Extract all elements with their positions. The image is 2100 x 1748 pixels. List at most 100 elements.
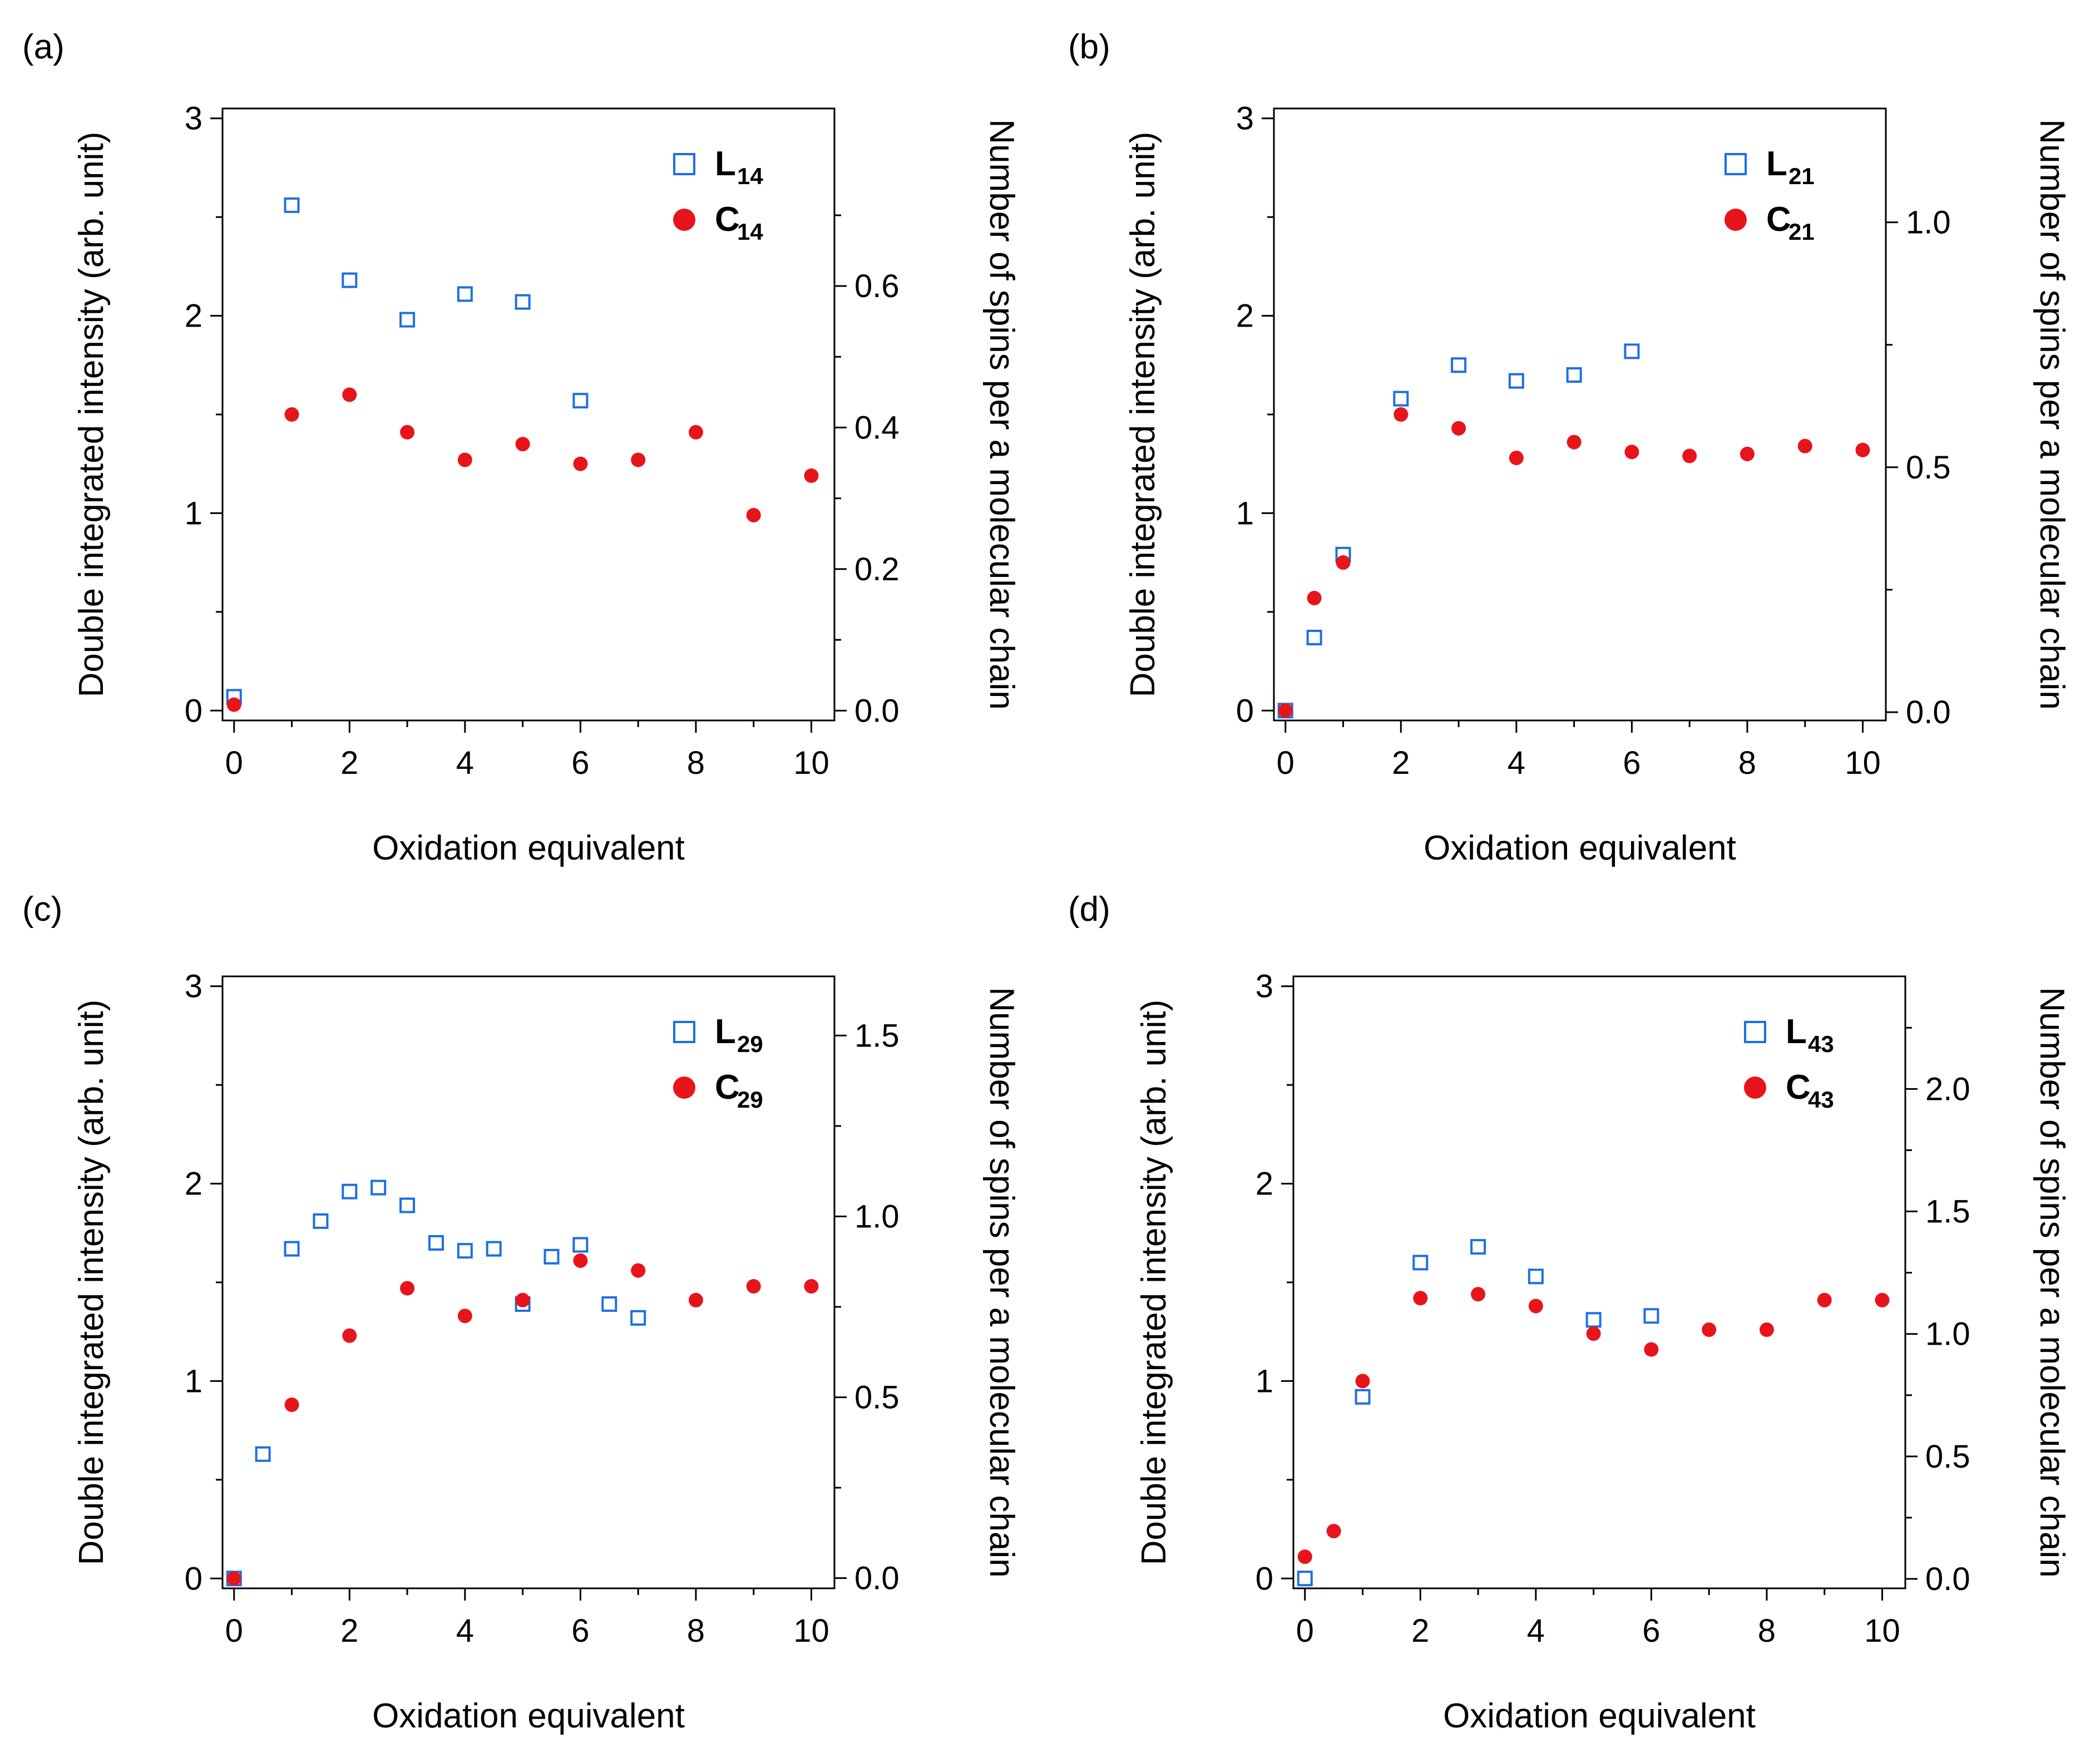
data-point-C <box>1355 1374 1370 1389</box>
data-point-L <box>1355 1389 1371 1405</box>
x-axis-title: Oxidation equivalent <box>372 1697 685 1735</box>
legend-label: L <box>715 145 736 183</box>
data-point-L <box>399 1197 416 1213</box>
x-tick-label: 8 <box>1758 1613 1776 1649</box>
chart-panel: (c) 0 2 4 6 8 10 0 1 2 3 0.0 0.5 1.0 1.5 Oxidation equi… <box>22 890 1021 1735</box>
data-point-L <box>543 1248 560 1265</box>
x-tick-label: 2 <box>340 745 358 781</box>
data-point-C <box>746 507 761 522</box>
data-point-L <box>313 1213 329 1229</box>
data-point-C <box>1817 1292 1832 1307</box>
data-point-C <box>1336 555 1351 570</box>
x-tick-label: 10 <box>793 1613 829 1649</box>
y2-axis-title: Number of spins per a molecular chain <box>982 987 1021 1577</box>
y-tick-label: 0 <box>1256 1561 1273 1597</box>
data-point-C <box>1740 446 1755 461</box>
y-tick-label: 1 <box>1256 1363 1273 1399</box>
x-tick-label: 6 <box>1623 745 1641 781</box>
data-point-C <box>284 1398 299 1412</box>
legend-marker-L <box>673 153 695 175</box>
legend-subscript: 43 <box>1808 1087 1834 1113</box>
data-point-C <box>1875 1292 1890 1307</box>
y2-tick-label: 0.0 <box>854 693 900 729</box>
data-point-C <box>342 387 357 402</box>
legend-label: C <box>715 1068 740 1107</box>
data-point-L <box>457 286 473 302</box>
data-point-L <box>1470 1239 1486 1255</box>
legend-label: C <box>1786 1068 1811 1107</box>
data-point-C <box>1471 1287 1486 1302</box>
data-point-C <box>1451 421 1466 436</box>
x-tick-label: 0 <box>1296 1613 1314 1649</box>
data-point-C <box>1624 445 1639 460</box>
data-point-L <box>342 272 358 288</box>
y2-tick-label: 1.5 <box>854 1018 900 1054</box>
data-point-C <box>631 1263 646 1278</box>
legend-subscript: 21 <box>1788 219 1815 245</box>
data-point-L <box>284 197 300 213</box>
data-point-C <box>515 1292 530 1307</box>
data-point-C <box>1855 442 1870 457</box>
y2-axis-title: Number of spins per a molecular chain <box>2033 987 2071 1577</box>
legend-marker-L <box>1744 1021 1766 1043</box>
y2-tick-label: 0.2 <box>854 551 900 587</box>
legend-marker-C <box>1744 1077 1766 1099</box>
x-tick-label: 10 <box>1864 1613 1900 1649</box>
chart-panel: (d) 0 2 4 6 8 10 0 1 2 3 0.0 0.5 1.0 1.5 2.0 Oxidation e… <box>1068 890 2071 1735</box>
x-tick-label: 8 <box>687 1613 705 1649</box>
data-point-C <box>515 437 530 452</box>
data-point-L <box>572 393 589 409</box>
data-point-C <box>1394 407 1409 422</box>
data-point-C <box>1413 1291 1428 1306</box>
legend-marker-C <box>673 209 695 231</box>
y-tick-label: 2 <box>185 1166 202 1202</box>
legend-subscript: 43 <box>1808 1031 1834 1057</box>
y2-tick-label: 0.4 <box>854 410 900 446</box>
y2-tick-label: 1.0 <box>854 1199 900 1235</box>
x-tick-label: 2 <box>1411 1613 1429 1649</box>
panel-label: (d) <box>1068 890 1110 929</box>
y-tick-label: 3 <box>1256 969 1273 1005</box>
data-point-L <box>486 1241 502 1257</box>
legend-label: C <box>1766 200 1791 239</box>
data-point-L <box>1451 357 1467 373</box>
data-point-L <box>1297 1571 1313 1587</box>
data-point-L <box>515 294 531 310</box>
data-point-L <box>428 1235 444 1251</box>
y2-tick-label: 0.6 <box>854 268 900 304</box>
data-point-C <box>1278 703 1293 718</box>
data-point-C <box>1528 1298 1543 1314</box>
y2-tick-label: 0.5 <box>854 1380 900 1416</box>
legend-subscript: 14 <box>737 219 763 245</box>
y-axis-title: Double integrated intensity (arb. unit) <box>1135 1000 1173 1566</box>
legend-subscript: 29 <box>737 1087 763 1113</box>
y-tick-label: 3 <box>185 969 202 1005</box>
legend-label: L <box>1786 1013 1807 1051</box>
y-tick-label: 0 <box>185 1561 202 1597</box>
x-tick-label: 0 <box>225 1613 243 1649</box>
y-tick-label: 0 <box>1236 693 1254 729</box>
data-point-C <box>1326 1524 1341 1539</box>
data-point-L <box>457 1243 473 1259</box>
data-point-C <box>573 456 588 471</box>
y-axis-title: Double integrated intensity (arb. unit) <box>1124 132 1162 698</box>
y2-tick-label: 1.0 <box>1925 1316 1970 1352</box>
data-point-L <box>399 312 416 328</box>
data-point-C <box>226 697 241 712</box>
y-axis-title: Double integrated intensity (arb. unit) <box>72 132 111 698</box>
data-point-L <box>601 1296 617 1312</box>
y2-axis-title: Number of spins per a molecular chain <box>982 119 1021 709</box>
x-tick-label: 10 <box>793 745 829 781</box>
y2-tick-label: 0.5 <box>1925 1439 1970 1475</box>
legend-subscript: 29 <box>737 1031 763 1057</box>
plot-frame <box>221 107 836 722</box>
chart-panel: (a) 0 2 4 6 8 10 0 1 2 3 0.0 0.2 0.4 0.6 Oxidation equi… <box>22 28 1021 867</box>
y-axis-title: Double integrated intensity (arb. unit) <box>72 1000 111 1566</box>
x-tick-label: 4 <box>456 1613 474 1649</box>
y2-tick-label: 0.5 <box>1906 450 1951 486</box>
panel-label: (b) <box>1068 28 1110 66</box>
data-point-C <box>284 407 299 422</box>
data-point-C <box>804 1279 819 1294</box>
data-point-C <box>804 468 819 483</box>
